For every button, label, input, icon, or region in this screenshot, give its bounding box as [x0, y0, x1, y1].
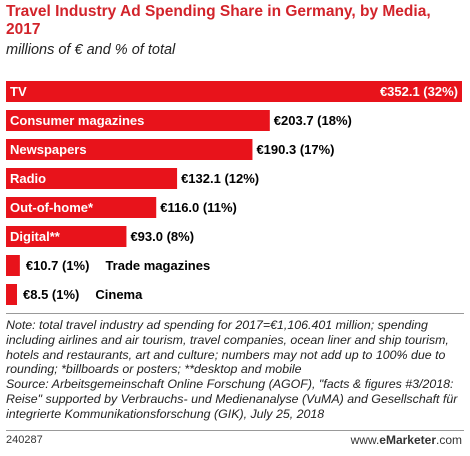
category-label: Digital**: [10, 229, 61, 244]
bar-4: [6, 197, 157, 218]
bar-5: [6, 226, 127, 247]
source-text: Source: Arbeitsgemeinschaft Online Forsc…: [6, 377, 458, 421]
note-text: Note: total travel industry ad spending …: [6, 318, 449, 377]
category-label: TV: [10, 84, 27, 99]
category-label: Out-of-home*: [10, 200, 94, 215]
brand-link[interactable]: www.eMarketer.com: [351, 433, 462, 447]
divider-bottom: [6, 430, 464, 431]
category-label: Newspapers: [10, 142, 87, 157]
value-label: €132.1 (12%): [181, 171, 259, 186]
bar-7: [6, 284, 18, 305]
value-label: €8.5 (1%): [23, 287, 79, 302]
bar-1: [6, 110, 270, 131]
value-label: €10.7 (1%): [26, 258, 90, 273]
value-label: €190.3 (17%): [256, 142, 334, 157]
chart-id: 240287: [6, 434, 43, 446]
category-label: Consumer magazines: [10, 113, 144, 128]
chart-notes: Note: total travel industry ad spending …: [6, 318, 464, 422]
value-label: €116.0 (11%): [160, 200, 237, 215]
chart-title: Travel Industry Ad Spending Share in Ger…: [6, 3, 431, 38]
value-label: €352.1 (32%): [380, 84, 458, 99]
divider-top: [6, 313, 464, 314]
category-label: Trade magazines: [105, 258, 210, 273]
brand-name: eMarketer: [379, 433, 436, 447]
value-label: €203.7 (18%): [274, 113, 352, 128]
bar-chart: TV €352.1 (32%) Consumer magazines €203.7 (…: [6, 81, 462, 305]
brand-prefix: www.: [350, 433, 380, 447]
bar-2: [6, 139, 253, 160]
bar-0: [6, 81, 462, 102]
category-label: Cinema: [95, 287, 143, 302]
bar-6: [6, 255, 20, 276]
brand-suffix: .com: [435, 433, 462, 447]
chart-subtitle: millions of € and % of total: [6, 42, 176, 58]
value-label: €93.0 (8%): [130, 229, 194, 244]
category-label: Radio: [10, 171, 46, 186]
bar-3: [6, 168, 178, 189]
